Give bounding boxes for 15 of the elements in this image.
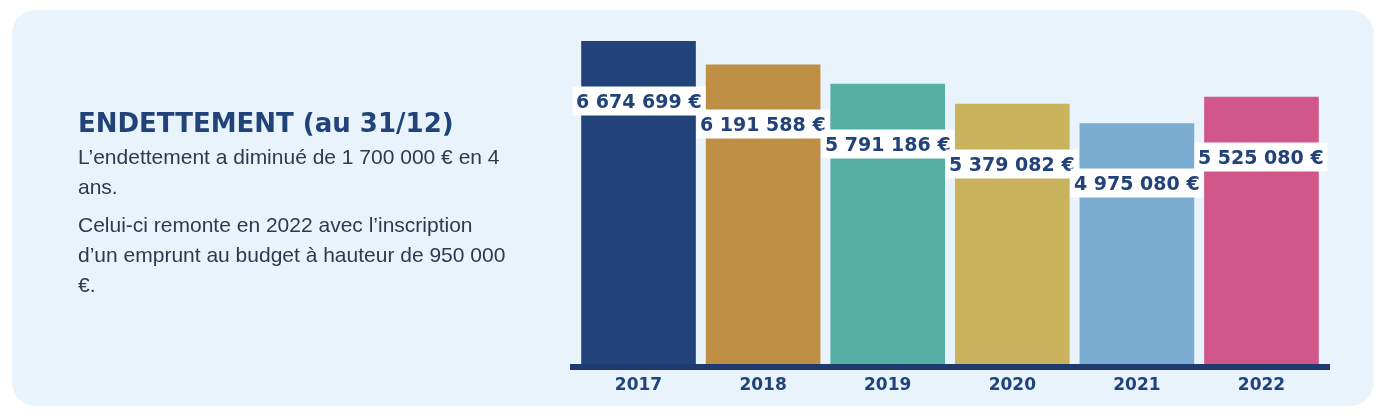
x-tick-label: 2018 xyxy=(739,374,787,395)
text: ENDETTEMENT (au 31/12) xyxy=(78,108,455,138)
x-tick-label: 2020 xyxy=(988,374,1037,395)
data-label: 5 379 082 € xyxy=(949,153,1075,175)
data-label: 5 525 080 € xyxy=(1198,146,1324,168)
text: L’endettement a diminué de 1 700 000 € en 4 ans. xyxy=(78,144,501,200)
x-tick-label: 2017 xyxy=(614,374,663,395)
data-label: 5 791 186 € xyxy=(825,133,951,155)
x-tick-label: 2021 xyxy=(1113,374,1161,395)
x-tick-label: 2022 xyxy=(1237,374,1286,395)
x-tick-label: 2019 xyxy=(864,374,912,395)
data-label: 6 191 588 € xyxy=(700,113,826,135)
data-label: 4 975 080 € xyxy=(1074,172,1200,194)
data-label: 6 674 699 € xyxy=(576,90,702,112)
text: Celui-ci remonte en 2022 avec l’inscription d’un emprunt au budget à hauteur de 950 000 €. xyxy=(78,212,507,298)
